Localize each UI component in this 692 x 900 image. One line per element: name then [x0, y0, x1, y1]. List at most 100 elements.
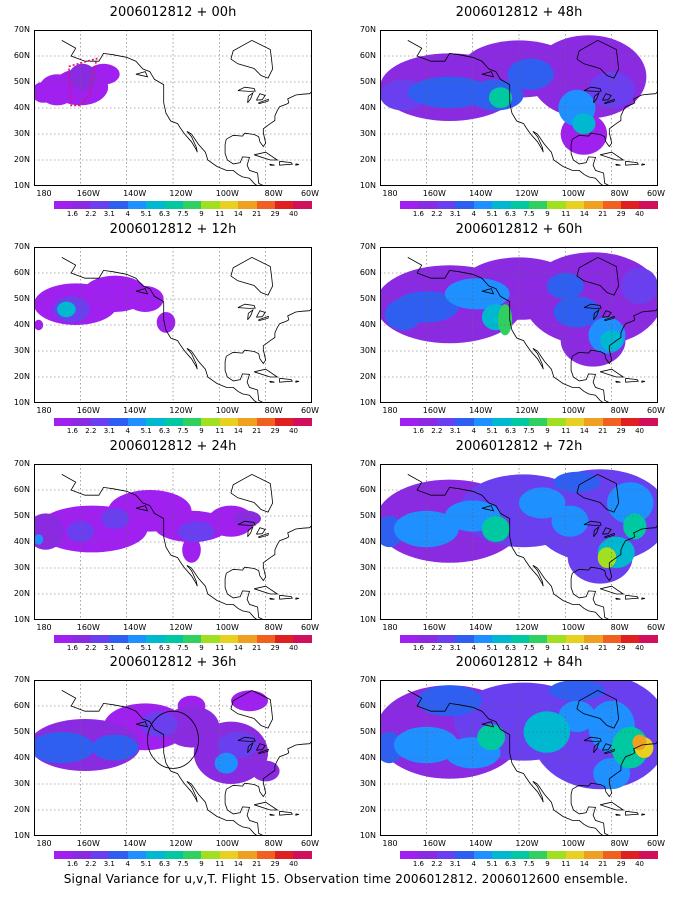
latitude-label: 20N — [359, 589, 376, 598]
latitude-label: 50N — [359, 727, 376, 736]
coastline — [407, 473, 658, 620]
colorbar-label: 29 — [616, 860, 626, 868]
colorbar-swatch — [127, 851, 147, 859]
colorbar-label: 5.1 — [486, 210, 498, 218]
colorbar-swatch — [219, 201, 239, 209]
latitude-label: 50N — [359, 511, 376, 520]
colorbar-label: 5.1 — [486, 644, 498, 652]
latitude-label: 30N — [13, 563, 30, 572]
colorbar-label: 40 — [635, 860, 645, 868]
variance-contour — [231, 690, 268, 712]
colorbar-swatch — [293, 201, 312, 209]
colorbar-label: 11 — [561, 427, 571, 435]
latitude-label: 50N — [359, 294, 376, 303]
latitude-label: 70N — [359, 25, 376, 34]
colorbar-swatch — [639, 201, 658, 209]
colorbar-swatch — [72, 851, 91, 859]
longitude-label: 60W — [646, 623, 666, 632]
variance-contour — [523, 711, 570, 753]
colorbar-swatch — [418, 635, 437, 643]
longitude-label: 120W — [515, 623, 539, 632]
colorbar-label: 9 — [199, 210, 204, 218]
colorbar-swatch — [182, 201, 202, 209]
colorbar — [400, 201, 658, 209]
latitude-label: 10N — [13, 181, 30, 190]
longitude-label: 180 — [36, 623, 52, 632]
colorbar-label: 3.1 — [449, 427, 461, 435]
colorbar-label: 9 — [199, 427, 204, 435]
longitude-label: 140W — [469, 189, 493, 198]
colorbar-swatch — [275, 635, 294, 643]
longitude-label: 180 — [382, 189, 398, 198]
latitude-label: 50N — [13, 511, 30, 520]
colorbar-swatch — [621, 851, 640, 859]
variance-contour — [481, 516, 510, 542]
latitude-label: 10N — [359, 181, 376, 190]
longitude-label: 120W — [169, 839, 193, 848]
longitude-label: 160W — [422, 623, 446, 632]
colorbar-label: 7.5 — [177, 427, 189, 435]
colorbar-label: 2.2 — [85, 860, 97, 868]
latitude-label: 40N — [359, 753, 376, 762]
variance-map — [380, 247, 658, 403]
panel-title: 2006012812 + 72h — [455, 439, 583, 454]
longitude-label: 160W — [76, 623, 100, 632]
colorbar-label: 40 — [289, 427, 299, 435]
latitude-label: 30N — [359, 129, 376, 138]
colorbar-swatch — [492, 635, 511, 643]
colorbar-swatch — [492, 851, 511, 859]
longitude-label: 120W — [169, 623, 193, 632]
colorbar-swatch — [455, 201, 474, 209]
longitude-label: 140W — [469, 623, 493, 632]
colorbar-label: 6.3 — [504, 427, 517, 435]
colorbar-swatch — [639, 851, 658, 859]
variance-map — [380, 464, 658, 620]
colorbar-label: 9 — [545, 427, 550, 435]
colorbar-label: 21 — [598, 427, 608, 435]
colorbar-label: 9 — [199, 860, 204, 868]
coastline — [61, 39, 312, 186]
colorbar-label: 3.1 — [449, 644, 461, 652]
colorbar-label: 1.6 — [66, 644, 78, 652]
colorbar-label: 21 — [252, 427, 262, 435]
variance-contour — [68, 63, 97, 90]
latitude-label: 20N — [359, 372, 376, 381]
variance-contour — [551, 505, 589, 537]
longitude-label: 100W — [561, 623, 585, 632]
latitude-label: 40N — [359, 320, 376, 329]
longitude-label: 80W — [264, 623, 283, 632]
colorbar-swatch — [238, 418, 257, 426]
variance-contour — [498, 304, 513, 336]
colorbar-swatch — [528, 201, 548, 209]
longitude-label: 80W — [610, 623, 629, 632]
colorbar-swatch — [565, 201, 585, 209]
longitude-label: 140W — [469, 839, 493, 848]
colorbar-label: 40 — [635, 210, 645, 218]
colorbar-label: 1.6 — [66, 427, 78, 435]
colorbar-swatch — [528, 418, 548, 426]
colorbar-label: 4 — [125, 644, 130, 652]
colorbar-label: 1.6 — [66, 860, 78, 868]
colorbar-swatch — [72, 635, 91, 643]
coastline — [61, 256, 312, 403]
colorbar-swatch — [455, 851, 474, 859]
variance-contour — [600, 330, 624, 351]
variance-contour — [34, 82, 55, 103]
colorbar-swatch — [201, 851, 220, 859]
variance-contour — [607, 482, 654, 524]
colorbar-label: 4 — [471, 860, 476, 868]
latitude-label: 70N — [359, 675, 376, 684]
colorbar-label: 40 — [289, 210, 299, 218]
colorbar-swatch — [182, 851, 202, 859]
variance-map — [34, 30, 312, 186]
latitude-label: 70N — [13, 242, 30, 251]
longitude-label: 140W — [123, 406, 147, 415]
colorbar-swatch — [54, 201, 73, 209]
latitude-label: 70N — [359, 242, 376, 251]
longitude-label: 180 — [382, 839, 398, 848]
colorbar-swatch — [565, 418, 585, 426]
map-panel: 2006012812 + 48h 70N 60N 50N 40N 30N 20N 10N 180… — [346, 0, 674, 218]
longitude-label: 100W — [215, 189, 239, 198]
colorbar-swatch — [602, 201, 622, 209]
colorbar-swatch — [164, 851, 183, 859]
